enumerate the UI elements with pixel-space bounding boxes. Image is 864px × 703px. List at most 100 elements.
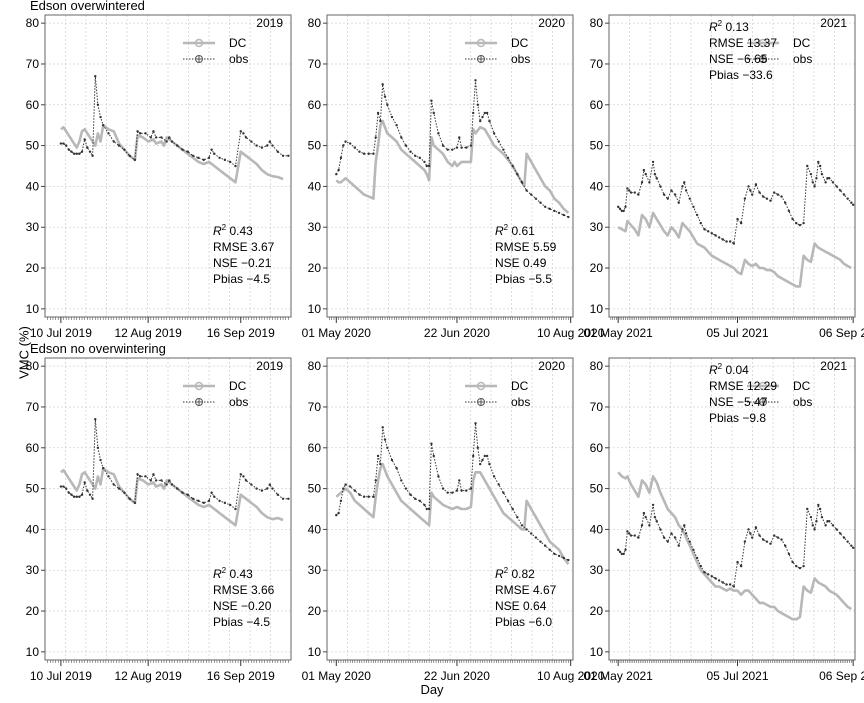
obs-point: [506, 499, 510, 503]
obs-point: [344, 140, 347, 143]
obs-point: [358, 150, 361, 153]
panel-frame: [44, 357, 292, 661]
obs-point: [681, 185, 684, 188]
obs-point: [197, 499, 200, 503]
obs-point: [78, 495, 81, 498]
obs-point: [133, 158, 137, 162]
x-tick-label: 01 May 2020: [302, 669, 372, 683]
obs-point: [622, 552, 625, 556]
x-tick-label: 01 May 2021: [583, 669, 653, 683]
obs-point: [67, 148, 71, 151]
obs-point: [202, 501, 205, 505]
obs-point: [381, 83, 384, 86]
obs-point: [80, 493, 84, 496]
obs-point: [516, 172, 519, 176]
obs-point: [72, 152, 76, 155]
obs-point: [386, 103, 389, 106]
x-tick-label: 01 May 2021: [583, 326, 653, 340]
x-tick-label: 05 Jul 2021: [706, 326, 768, 340]
obs-point: [677, 544, 680, 547]
obs-point: [62, 485, 65, 488]
y-tick-label: 20: [26, 261, 40, 275]
obs-point: [728, 583, 732, 586]
obs-point: [197, 156, 200, 160]
obs-point: [831, 181, 835, 184]
obs-point: [534, 536, 538, 539]
obs-point: [743, 540, 747, 543]
series-dc-line: [617, 211, 852, 288]
stat-nse: NSE −6.65: [709, 52, 768, 66]
y-tick-label: 50: [308, 139, 322, 153]
obs-point: [642, 168, 646, 172]
obs-point: [842, 193, 846, 196]
obs-point: [820, 515, 824, 519]
obs-point: [455, 489, 459, 492]
obs-point: [234, 164, 237, 168]
obs-point: [842, 536, 846, 539]
obs-point: [846, 540, 849, 543]
obs-point: [758, 191, 761, 194]
panel-frame: [44, 14, 292, 318]
stat-r2: R2 0.04: [709, 362, 749, 377]
obs-point: [239, 130, 242, 133]
obs-point: [425, 507, 428, 511]
obs-point: [287, 497, 290, 500]
obs-point: [181, 148, 184, 151]
obs-point: [425, 164, 428, 168]
y-tick-label: 70: [308, 57, 322, 71]
stat-rmse: RMSE 12.29: [709, 379, 777, 393]
obs-point: [170, 140, 174, 143]
obs-point: [835, 528, 838, 531]
obs-point: [670, 532, 673, 535]
obs-point: [427, 507, 431, 511]
legend-year: 2019: [256, 359, 283, 373]
legend-obs-cross: [759, 398, 767, 406]
series-obs-line: [60, 419, 289, 510]
obs-point: [358, 493, 361, 496]
obs-point: [530, 532, 533, 535]
obs-point: [642, 511, 646, 515]
obs-point: [802, 564, 805, 568]
obs-point: [666, 540, 669, 543]
obs-point: [640, 524, 644, 527]
y-tick-label: 10: [26, 645, 40, 659]
obs-point: [736, 560, 739, 564]
obs-point: [64, 487, 68, 490]
obs-point: [627, 189, 631, 192]
obs-point: [139, 475, 142, 478]
obs-point: [791, 217, 794, 221]
stat-r2: R2 0.13: [709, 19, 749, 34]
obs-point: [824, 181, 827, 184]
obs-point: [64, 144, 68, 147]
y-tick-label: 10: [590, 302, 604, 316]
obs-point: [769, 199, 772, 202]
obs-point: [144, 132, 147, 135]
stat-rmse: RMSE 3.66: [213, 583, 275, 597]
series-obs-line: [617, 503, 854, 588]
legend-dc-marker: [758, 381, 768, 391]
legend-obs-cross: [759, 55, 767, 63]
obs-point: [430, 442, 433, 445]
y-tick-label: 80: [590, 16, 604, 30]
y-tick-label: 50: [26, 482, 40, 496]
legend-year: 2019: [256, 16, 283, 30]
obs-point: [86, 146, 89, 149]
obs-point: [423, 503, 426, 507]
x-tick-label: 22 Jun 2020: [424, 669, 490, 683]
obs-point: [806, 164, 809, 168]
y-tick-label: 40: [26, 179, 40, 193]
obs-point: [662, 536, 666, 539]
obs-point: [478, 462, 482, 466]
obs-point: [353, 146, 357, 149]
y-tick-label: 20: [590, 604, 604, 618]
series-obs-line: [617, 160, 854, 245]
series-obs-line: [60, 76, 289, 167]
panel-2021-row1: 10 20 30 40 50 60 70 80 01 May 2021 05 Jul 2021 06…: [583, 357, 864, 683]
obs-point: [228, 160, 232, 164]
obs-point: [152, 130, 155, 133]
obs-point: [413, 497, 417, 500]
obs-point: [379, 119, 382, 123]
row-title-overwintered: Edson overwintered: [30, 0, 145, 13]
y-tick-label: 20: [26, 604, 40, 618]
obs-point: [798, 223, 802, 227]
